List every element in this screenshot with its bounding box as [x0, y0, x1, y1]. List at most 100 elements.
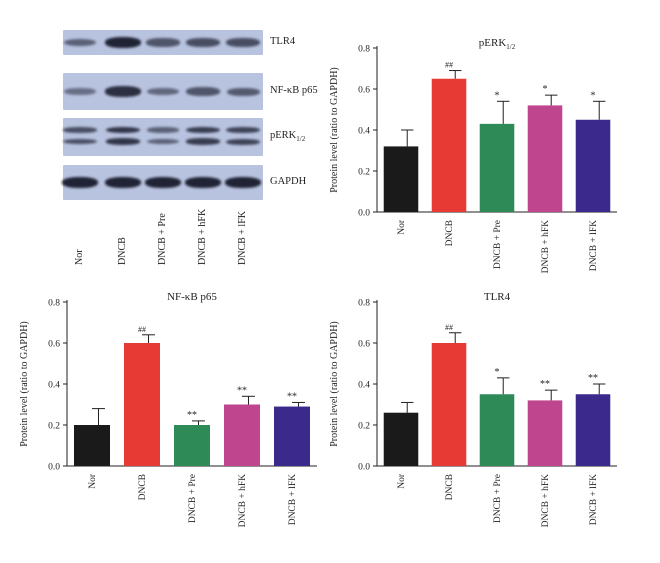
- x-tick-label: DNCB + lFK: [288, 474, 298, 525]
- perk-bar-chart: pERK1/2 Protein level (ratio to GAPDH) 0.0…: [329, 37, 617, 273]
- y-tick-label: 0.6: [358, 340, 370, 350]
- lane-label-dncb-lfk: DNCB + lFK: [237, 211, 248, 265]
- blot-band: [105, 37, 141, 48]
- x-tick-label: DNCB + Pre: [493, 220, 503, 269]
- x-tick-label: Nor: [88, 473, 98, 489]
- bar-dncb-pre: [479, 394, 515, 466]
- blot-strip-perk: [63, 118, 263, 156]
- bar-dncb: [124, 343, 160, 466]
- x-tick-label: DNCB + lFK: [589, 474, 599, 525]
- blot-band: [146, 127, 180, 133]
- x-tick-label: DNCB + Pre: [493, 474, 503, 523]
- lane-label-dncb: DNCB: [117, 237, 128, 265]
- blot-band: [226, 38, 260, 47]
- y-tick-label: 0.8: [358, 45, 370, 55]
- y-tick-label: 0.2: [358, 422, 370, 432]
- bar-dncb-hfk: [527, 105, 563, 212]
- blot-band: [186, 87, 220, 96]
- chart-title-text: NF-κB p65: [167, 291, 217, 303]
- blot-band: [105, 177, 141, 188]
- western-blot-panel: TLR4 NF-κB p65 pERK1/2 GAPDH Nor DNCB DNCB + P…: [0, 0, 330, 265]
- blot-label-gapdh: GAPDH: [270, 176, 306, 187]
- blot-label-text: TLR4: [270, 35, 296, 47]
- tlr4-bar-chart: TLR4 Protein level (ratio to GAPDH) 0.0 0.2…: [329, 291, 617, 528]
- x-tick-label: Nor: [397, 219, 407, 235]
- blot-band: [225, 127, 261, 134]
- blot-strip-gapdh: [62, 165, 263, 200]
- x-tick-label: DNCB: [138, 474, 148, 500]
- bar-nor: [74, 425, 110, 466]
- blot-band: [63, 38, 97, 47]
- bar-dncb-lfk: [575, 394, 611, 466]
- chart-title-text: TLR4: [484, 291, 511, 303]
- bar-dncb-hfk: [224, 404, 260, 466]
- blot-strip-nf-b-p65: [63, 73, 263, 110]
- bar-dncb-pre: [479, 123, 515, 212]
- blot-band: [105, 126, 141, 134]
- x-tick-label: DNCB + lFK: [589, 220, 599, 271]
- y-tick-label: 0.2: [358, 168, 370, 178]
- x-tick-label: Nor: [397, 473, 407, 489]
- x-tick-label: DNCB + hFK: [541, 474, 551, 528]
- significance-marker: **: [237, 385, 247, 396]
- significance-marker: ##: [445, 61, 453, 70]
- blot-band: [185, 127, 221, 134]
- blot-label-text: GAPDH: [270, 175, 307, 187]
- blot-label-perk: pERK1/2: [270, 130, 305, 143]
- blot-band: [63, 87, 97, 96]
- blot-band: [225, 138, 261, 145]
- blot-band: [226, 87, 260, 96]
- x-tick-label: DNCB: [445, 474, 455, 500]
- chart-title-text: pERK: [479, 37, 507, 49]
- x-tick-label: DNCB: [445, 220, 455, 246]
- blot-label-nf-b-p65: NF-κB p65: [270, 85, 318, 96]
- chart-title: pERK1/2: [479, 37, 516, 51]
- x-tick-label: DNCB + hFK: [238, 474, 248, 528]
- lane-label-dncb-hfk: DNCB + hFK: [197, 208, 208, 265]
- significance-marker: **: [588, 373, 598, 384]
- y-tick-label: 0.4: [358, 381, 370, 391]
- blot-band: [63, 127, 97, 134]
- y-tick-label: 0.6: [48, 340, 60, 350]
- blot-band: [186, 38, 220, 47]
- y-axis-label: Protein level (ratio to GAPDH): [329, 321, 340, 447]
- y-tick-label: 0.8: [358, 299, 370, 309]
- significance-marker: ##: [138, 325, 146, 334]
- chart-title: NF-κB p65: [167, 291, 217, 303]
- significance-marker: *: [495, 367, 500, 378]
- lane-label-dncb-pre: DNCB + Pre: [157, 213, 168, 265]
- blot-band: [62, 177, 98, 188]
- bar-dncb-lfk: [575, 119, 611, 212]
- y-tick-label: 0.2: [48, 422, 60, 432]
- chart-title: TLR4: [484, 291, 511, 303]
- y-tick-label: 0.8: [48, 299, 60, 309]
- blot-band: [105, 138, 141, 145]
- blot-band: [105, 86, 141, 97]
- y-tick-label: 0.4: [48, 381, 60, 391]
- y-tick-label: 0.0: [48, 463, 60, 473]
- y-tick-label: 0.0: [358, 463, 370, 473]
- bar-dncb-hfk: [527, 400, 563, 466]
- blot-band: [185, 138, 221, 145]
- blot-band: [63, 138, 97, 145]
- chart-title-subscript: 1/2: [506, 43, 515, 51]
- significance-marker: *: [543, 84, 548, 95]
- significance-marker: *: [495, 90, 500, 101]
- blot-band: [145, 177, 181, 188]
- blot-band: [185, 177, 221, 188]
- significance-marker: **: [187, 410, 197, 421]
- blot-band: [225, 177, 261, 188]
- blot-strip-tlr4: [63, 30, 263, 55]
- blot-label-text: pERK: [270, 130, 297, 141]
- significance-marker: ##: [445, 323, 453, 332]
- y-axis-label: Protein level (ratio to GAPDH): [19, 321, 30, 447]
- bar-dncb: [431, 78, 467, 212]
- blot-label-subscript: 1/2: [296, 135, 306, 144]
- bar-dncb-pre: [174, 425, 210, 466]
- x-tick-label: DNCB + hFK: [541, 220, 551, 274]
- blot-band: [146, 138, 180, 145]
- y-tick-label: 0.0: [358, 209, 370, 219]
- significance-marker: **: [540, 379, 550, 390]
- bar-nor: [383, 412, 419, 466]
- blot-band: [146, 38, 180, 47]
